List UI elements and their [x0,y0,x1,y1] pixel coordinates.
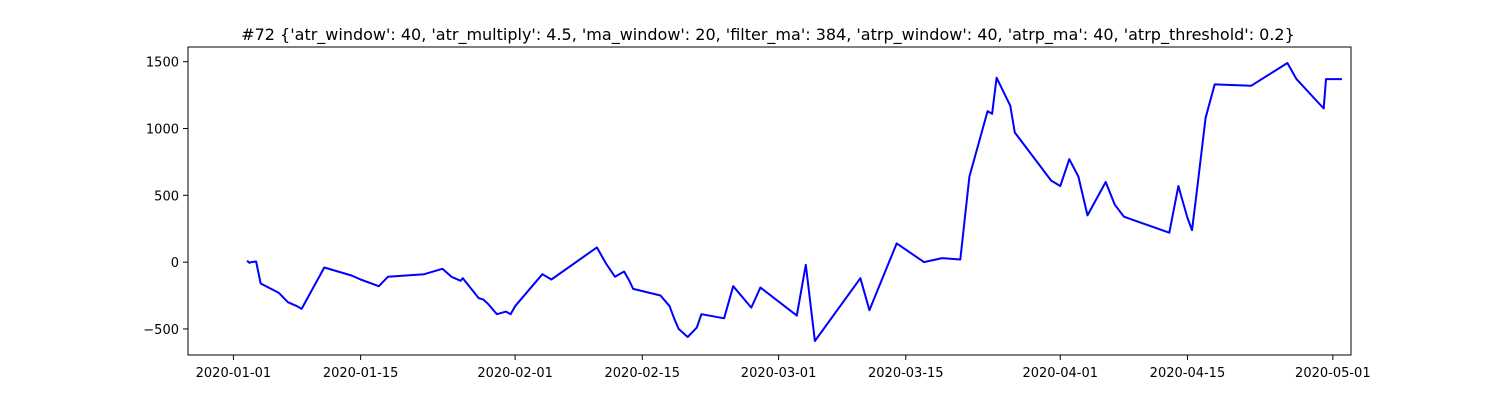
y-tick-label: 1000 [146,123,179,138]
x-tick-label: 2020-02-01 [477,366,553,381]
x-tick-label: 2020-03-01 [741,366,817,381]
y-ticks: −500 0 500 1000 1500 [143,56,188,338]
x-ticks: 2020-01-01 2020-01-15 2020-02-01 2020-02-15… [196,355,1371,381]
x-tick-label: 2020-01-01 [196,366,272,381]
y-tick-label: 0 [171,256,179,271]
y-tick-label: 500 [154,189,179,204]
x-tick-label: 2020-05-01 [1295,366,1371,381]
plot-frame [187,46,1352,356]
chart-title: #72 {'atr_window': 40, 'atr_multiply': 4… [241,25,1295,45]
y-tick-label: 1500 [146,56,179,71]
x-tick-label: 2020-04-01 [1022,366,1098,381]
plot-series [246,62,1342,342]
x-tick-label: 2020-04-15 [1150,366,1226,381]
series-line-0 [246,62,1342,342]
x-tick-label: 2020-03-15 [868,366,944,381]
x-tick-label: 2020-01-15 [323,366,399,381]
x-tick-label: 2020-02-15 [605,366,681,381]
y-tick-label: −500 [143,323,179,338]
